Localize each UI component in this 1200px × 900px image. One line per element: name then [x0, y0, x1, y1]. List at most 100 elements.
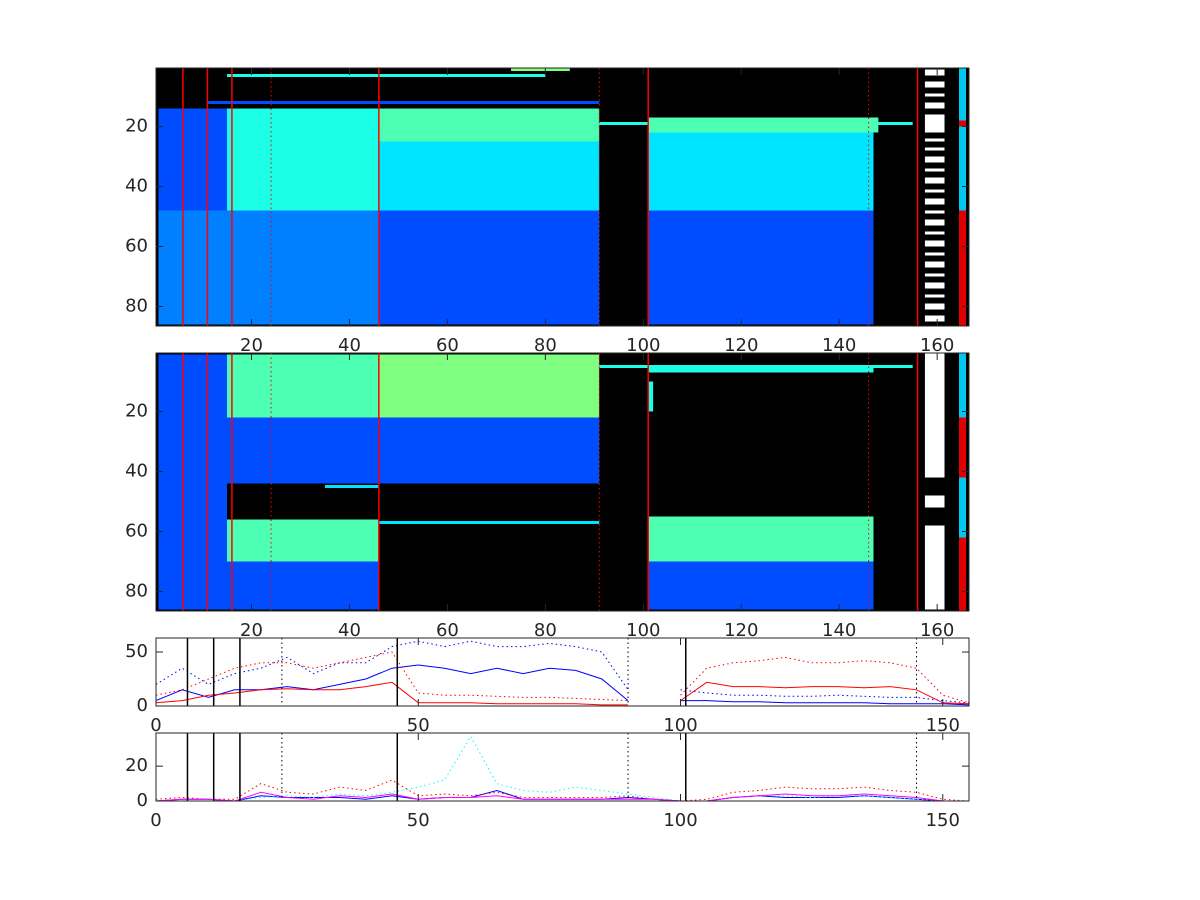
axes-box: [155, 67, 970, 327]
x-tick-label: 60: [436, 335, 459, 356]
heat-cell: [158, 210, 379, 325]
mask-cell: [924, 495, 945, 508]
y-tick-label: 80: [125, 581, 148, 602]
side-band: [959, 126, 966, 211]
mask-cell: [924, 81, 945, 88]
y-tick-label: 40: [125, 461, 148, 482]
axes-box: [155, 637, 970, 707]
heat-cell: [378, 210, 600, 325]
x-tick-label: 160: [920, 335, 954, 356]
mask-cell: [924, 69, 945, 76]
x-tick-label: 40: [338, 620, 361, 641]
heat-cell: [378, 521, 600, 524]
heat-cell: [511, 68, 570, 71]
series-line: [155, 791, 969, 802]
heat-cell: [648, 368, 874, 373]
side-band: [959, 417, 966, 478]
mask-cell: [924, 189, 945, 193]
x-tick-label: 140: [822, 620, 856, 641]
y-tick-label: 0: [137, 695, 148, 716]
side-band: [959, 210, 966, 326]
heat-cell: [378, 354, 600, 418]
series-line: [155, 664, 970, 706]
x-tick-label: 150: [926, 715, 960, 736]
x-tick-label: 160: [920, 620, 954, 641]
mask-cell: [924, 210, 945, 214]
mask-cell: [924, 156, 945, 163]
mask-cell: [924, 198, 945, 205]
mask-cell: [924, 240, 945, 247]
mask-cell: [924, 177, 945, 184]
y-tick-label: 20: [125, 401, 148, 422]
x-tick-label: 120: [724, 335, 758, 356]
mask-cell: [924, 525, 945, 610]
side-band: [959, 68, 966, 121]
heat-cell: [378, 108, 600, 142]
heat-cell: [648, 117, 879, 133]
x-tick-label: 100: [626, 620, 660, 641]
y-tick-label: 60: [125, 236, 148, 257]
mask-cell: [924, 282, 945, 289]
heat-cell: [648, 132, 874, 211]
mask-cell: [924, 252, 945, 256]
mask-cell: [924, 261, 945, 268]
mask-cell: [924, 102, 945, 109]
heat-cell: [648, 561, 874, 610]
x-tick-label: 80: [534, 335, 557, 356]
mask-cell: [924, 303, 945, 310]
x-tick-label: 50: [407, 810, 430, 831]
heat-cell: [648, 516, 874, 562]
heat-cell: [207, 101, 600, 104]
x-tick-label: 100: [663, 810, 697, 831]
heat-cell: [378, 141, 600, 211]
y-tick-label: 60: [125, 521, 148, 542]
axes-box: [155, 732, 970, 802]
mask-cell: [924, 353, 945, 478]
mask-cell: [924, 231, 945, 235]
mask-cell: [924, 93, 945, 97]
side-band: [959, 477, 966, 538]
x-tick-label: 50: [407, 715, 430, 736]
side-band: [959, 120, 966, 127]
x-tick-label: 100: [626, 335, 660, 356]
y-tick-label: 80: [125, 296, 148, 317]
x-tick-label: 120: [724, 620, 758, 641]
x-tick-label: 60: [436, 620, 459, 641]
x-tick-label: 0: [150, 810, 161, 831]
series-line: [155, 651, 970, 704]
y-tick-label: 40: [125, 176, 148, 197]
x-tick-label: 40: [338, 335, 361, 356]
heat-cell: [227, 354, 379, 418]
y-tick-label: 20: [125, 755, 148, 776]
y-tick-label: 50: [125, 641, 148, 662]
x-tick-label: 150: [926, 810, 960, 831]
series-line: [155, 779, 970, 802]
series-line: [155, 681, 970, 706]
heat-cell: [227, 519, 379, 562]
mask-cell: [924, 315, 945, 322]
mask-cell: [924, 147, 945, 151]
mask-cell: [924, 273, 945, 277]
y-tick-label: 20: [125, 116, 148, 137]
heat-cell: [158, 108, 228, 217]
x-tick-label: 20: [240, 620, 263, 641]
axes-box: [155, 352, 970, 612]
heat-cell: [227, 108, 379, 211]
heat-cell: [648, 381, 654, 412]
mask-cell: [924, 168, 945, 172]
y-tick-label: 0: [137, 790, 148, 811]
mask-cell: [924, 294, 945, 298]
mask-cell: [924, 114, 945, 133]
series-line: [155, 735, 969, 802]
heat-cell: [599, 365, 913, 368]
x-tick-label: 20: [240, 335, 263, 356]
heat-cell: [227, 561, 379, 610]
mask-cell: [924, 219, 945, 226]
heat-cell: [648, 210, 874, 325]
x-tick-label: 80: [534, 620, 557, 641]
x-tick-label: 140: [822, 335, 856, 356]
x-tick-label: 100: [663, 715, 697, 736]
side-band: [959, 537, 966, 611]
heat-cell: [227, 417, 600, 484]
